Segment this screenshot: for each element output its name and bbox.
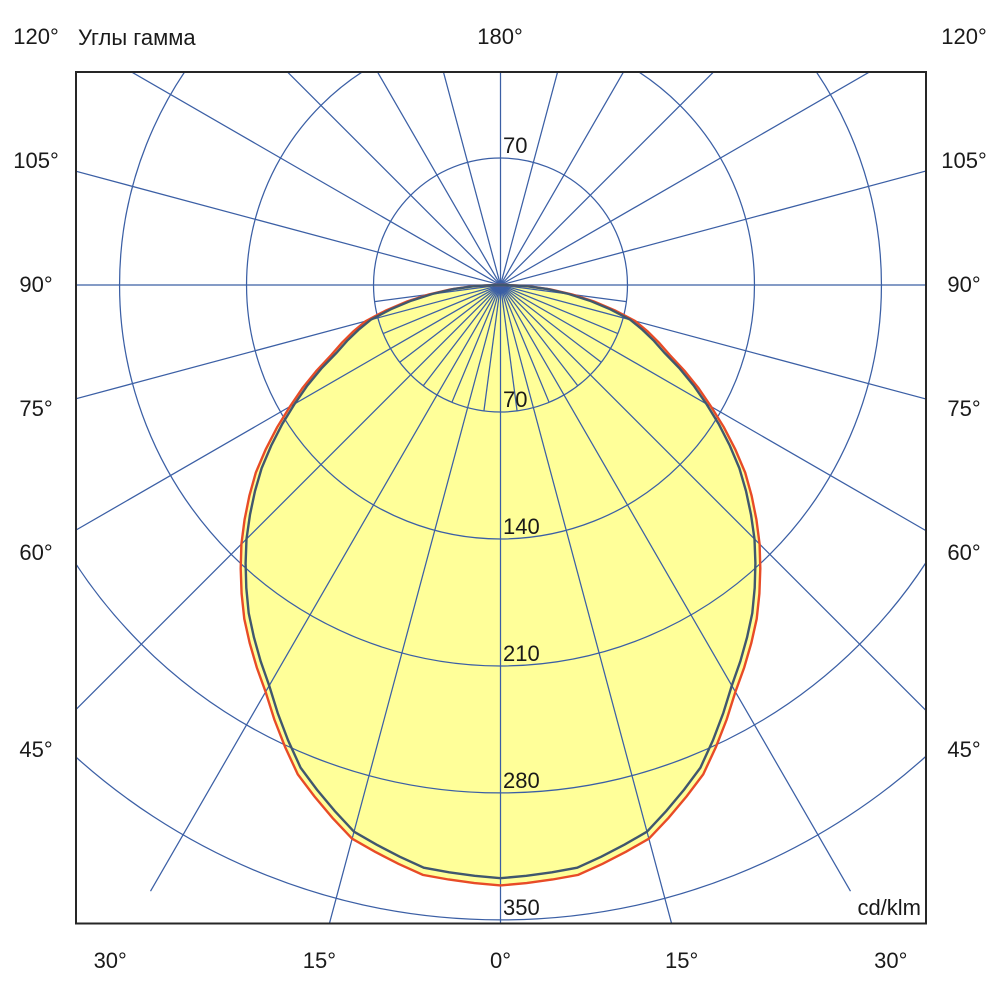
intensity-curve-C90-C270 [244,283,757,880]
grid-subray [422,284,501,387]
angle-label-right-105: 105° [941,147,987,173]
radial-tick-350: 350 [503,894,540,920]
radial-tick-70-upper: 70 [503,133,528,159]
grid-subray [500,284,579,387]
angle-label-right-90: 90° [947,272,981,297]
angle-label-left-45: 45° [19,736,53,762]
grid-subray [399,284,501,363]
radial-tick-70: 70 [503,386,528,412]
angle-label-bottom-30: 30° [874,948,908,973]
plot-frame [75,71,927,925]
radial-tick-140: 140 [503,513,540,539]
angle-label-120-top-right: 120° [941,24,987,49]
angle-label-120-top-left: 120° [13,24,59,49]
angle-label-left-75: 75° [19,396,53,422]
intensity-curve-C0-C180 [239,283,762,887]
radial-tick-210: 210 [503,640,540,666]
angle-label-right-45: 45° [947,736,981,762]
angle-label-bottom-15: 15° [664,948,699,973]
grid-subray [500,284,602,363]
grid-subray [499,284,518,411]
grid-subray [483,284,502,411]
chart-title: Углы гамма [78,25,196,50]
grid-subray [499,284,550,403]
angle-label-bottom-30: 30° [93,948,127,973]
angle-label-bottom-15: 15° [302,948,336,973]
angle-label-left-90: 90° [19,272,53,297]
angle-label-left-105: 105° [13,147,59,173]
grid-subray [382,284,501,335]
grid-subray [451,284,502,403]
angle-label-bottom-0: 0° [489,948,512,973]
angle-label-180-top: 180° [477,24,523,49]
radial-tick-280: 280 [503,767,540,793]
angle-label-left-60: 60° [19,540,53,566]
angle-label-right-75: 75° [947,396,981,422]
unit-label: cd/klm [857,895,921,920]
angle-label-right-60: 60° [947,540,981,566]
grid-subray [500,284,619,335]
